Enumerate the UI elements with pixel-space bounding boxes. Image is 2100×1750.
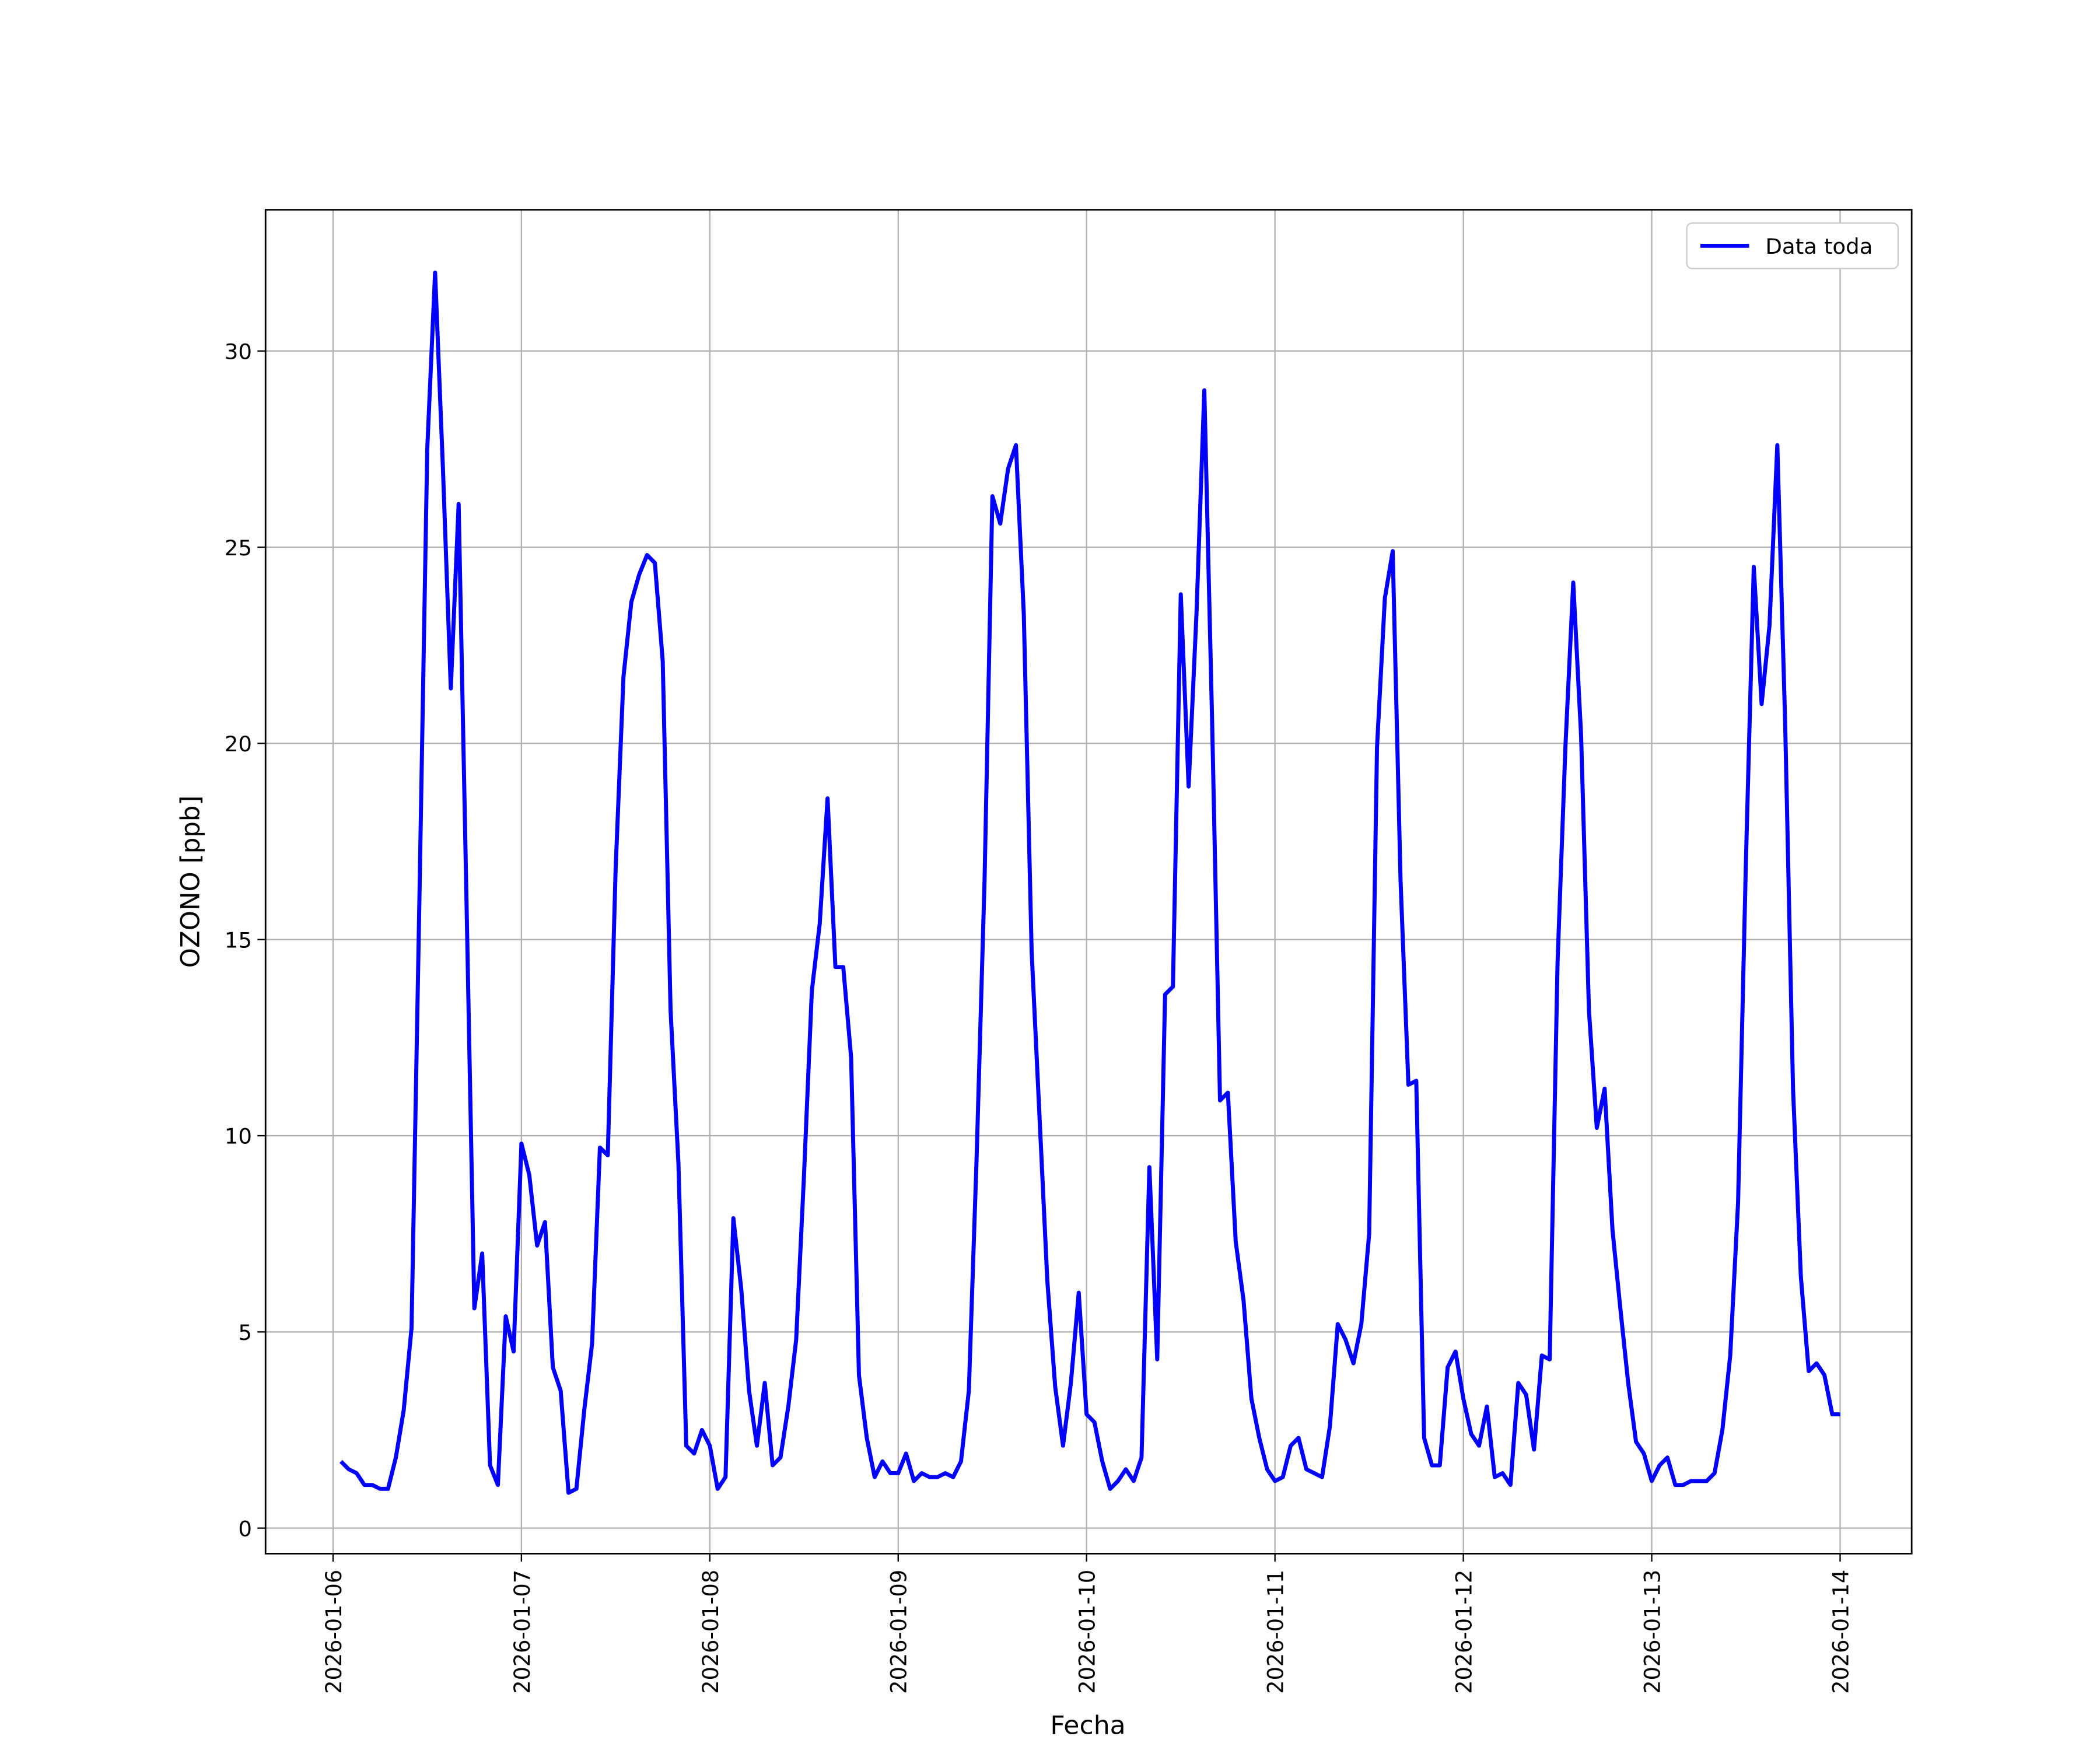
- data-line: [339, 270, 1840, 1495]
- y-tick-label: 5: [238, 1320, 252, 1345]
- x-tick-label: 2026-01-14: [1828, 1570, 1853, 1694]
- legend-box: [1686, 222, 1899, 270]
- y-tick-label: 15: [225, 928, 252, 953]
- y-axis-label: OZONO [ppb]: [176, 796, 205, 968]
- x-tick-label: 2026-01-13: [1640, 1570, 1665, 1694]
- x-tick-label: 2026-01-06: [321, 1570, 346, 1694]
- y-tick-label: 25: [225, 536, 252, 561]
- y-tick-label: 20: [225, 732, 252, 757]
- x-tick-label: 2026-01-07: [510, 1570, 535, 1694]
- y-tick-label: 0: [238, 1517, 252, 1542]
- y-tick-label: 30: [225, 340, 252, 365]
- legend-label: Data toda: [1765, 234, 1873, 259]
- x-tick-label: 2026-01-09: [886, 1570, 911, 1694]
- y-tick-label: 10: [225, 1124, 252, 1149]
- x-tick-label: 2026-01-10: [1074, 1570, 1100, 1694]
- x-tick-label: 2026-01-12: [1451, 1570, 1476, 1694]
- x-axis-label: Fecha: [1050, 1711, 1125, 1741]
- plot-frame: [264, 209, 1913, 1555]
- legend: Data toda: [1686, 222, 1899, 270]
- x-tick-label: 2026-01-11: [1263, 1570, 1288, 1694]
- x-tick-label: 2026-01-08: [698, 1570, 723, 1694]
